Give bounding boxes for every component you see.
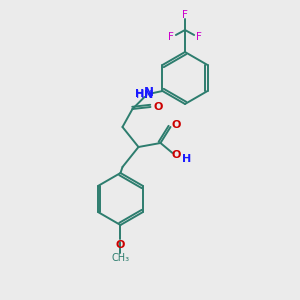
Text: H: H [182, 154, 191, 164]
Text: N: N [143, 86, 154, 100]
Text: N: N [144, 90, 153, 100]
Text: O: O [116, 240, 125, 250]
Text: H: H [136, 90, 145, 100]
Text: O: O [172, 120, 181, 130]
Text: F: F [168, 32, 174, 42]
Text: F: F [182, 10, 188, 20]
Text: F: F [196, 32, 202, 42]
Text: O: O [172, 150, 181, 160]
Text: CH₃: CH₃ [111, 253, 130, 263]
Text: H: H [135, 89, 144, 99]
Text: O: O [154, 102, 163, 112]
